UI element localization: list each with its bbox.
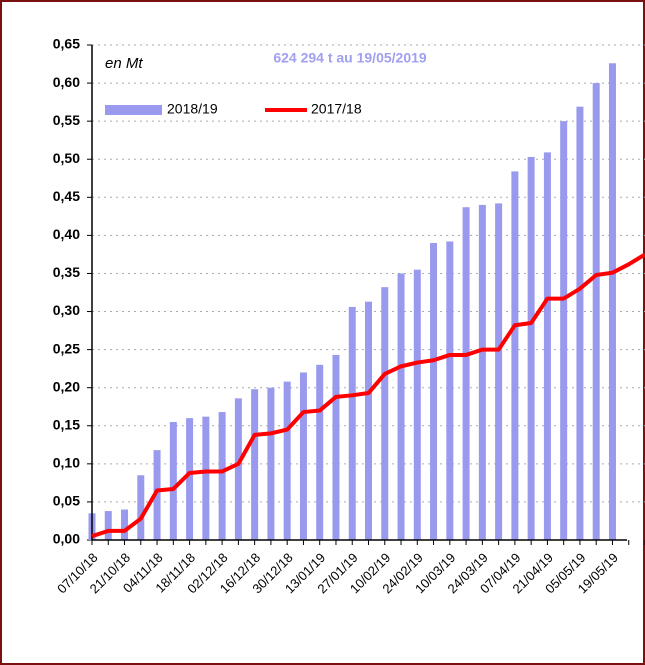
bar: [251, 389, 259, 540]
bar: [365, 301, 372, 540]
bar: [299, 372, 307, 540]
bar: [153, 450, 161, 540]
bar: [332, 354, 340, 540]
line: [91, 252, 645, 539]
bar: [592, 83, 600, 541]
y-tick-label: 0,25: [53, 340, 80, 356]
legend-label: 2017/18: [311, 101, 362, 117]
legend-label: 2018/19: [167, 101, 218, 117]
bar: [511, 171, 519, 540]
bar: [186, 418, 194, 540]
bar: [202, 416, 210, 540]
bar: [234, 398, 242, 540]
bar: [543, 152, 551, 540]
y-tick-label: 0,60: [53, 74, 80, 90]
bar: [462, 207, 470, 540]
bar: [608, 63, 616, 541]
bar: [478, 204, 486, 540]
bar: [495, 203, 503, 540]
bar: [446, 241, 454, 540]
bar: [169, 421, 177, 540]
bar: [397, 273, 405, 540]
y-tick-label: 0,10: [53, 455, 80, 471]
y-tick-label: 0,05: [53, 493, 80, 509]
y-tick-label: 0,65: [53, 36, 80, 52]
legend-swatch: [105, 105, 162, 115]
y-tick-label: 0,45: [53, 188, 80, 204]
y-tick-label: 0,55: [53, 112, 80, 128]
bar: [381, 287, 389, 540]
bar: [316, 364, 324, 540]
bar: [560, 121, 568, 541]
y-tick-label: 0,20: [53, 378, 80, 394]
bar: [430, 243, 438, 540]
bar: [576, 106, 584, 540]
bar: [267, 387, 275, 540]
y-tick-label: 0,50: [53, 150, 80, 166]
y-tick-label: 0,15: [53, 416, 80, 432]
annotation: 624 294 t au 19/05/2019: [273, 50, 427, 66]
bar: [283, 381, 291, 540]
bar: [218, 412, 226, 540]
bar: [121, 509, 129, 540]
unit-label: en Mt: [105, 55, 143, 72]
bar: [527, 156, 535, 540]
bar: [348, 306, 356, 540]
y-tick-label: 0,30: [53, 302, 80, 318]
bar: [413, 269, 421, 540]
bar: [137, 475, 145, 540]
y-tick-label: 0,40: [53, 226, 80, 242]
y-tick-label: 0,35: [53, 264, 80, 280]
y-tick-label: 0,00: [53, 531, 80, 547]
bar: [104, 511, 112, 540]
